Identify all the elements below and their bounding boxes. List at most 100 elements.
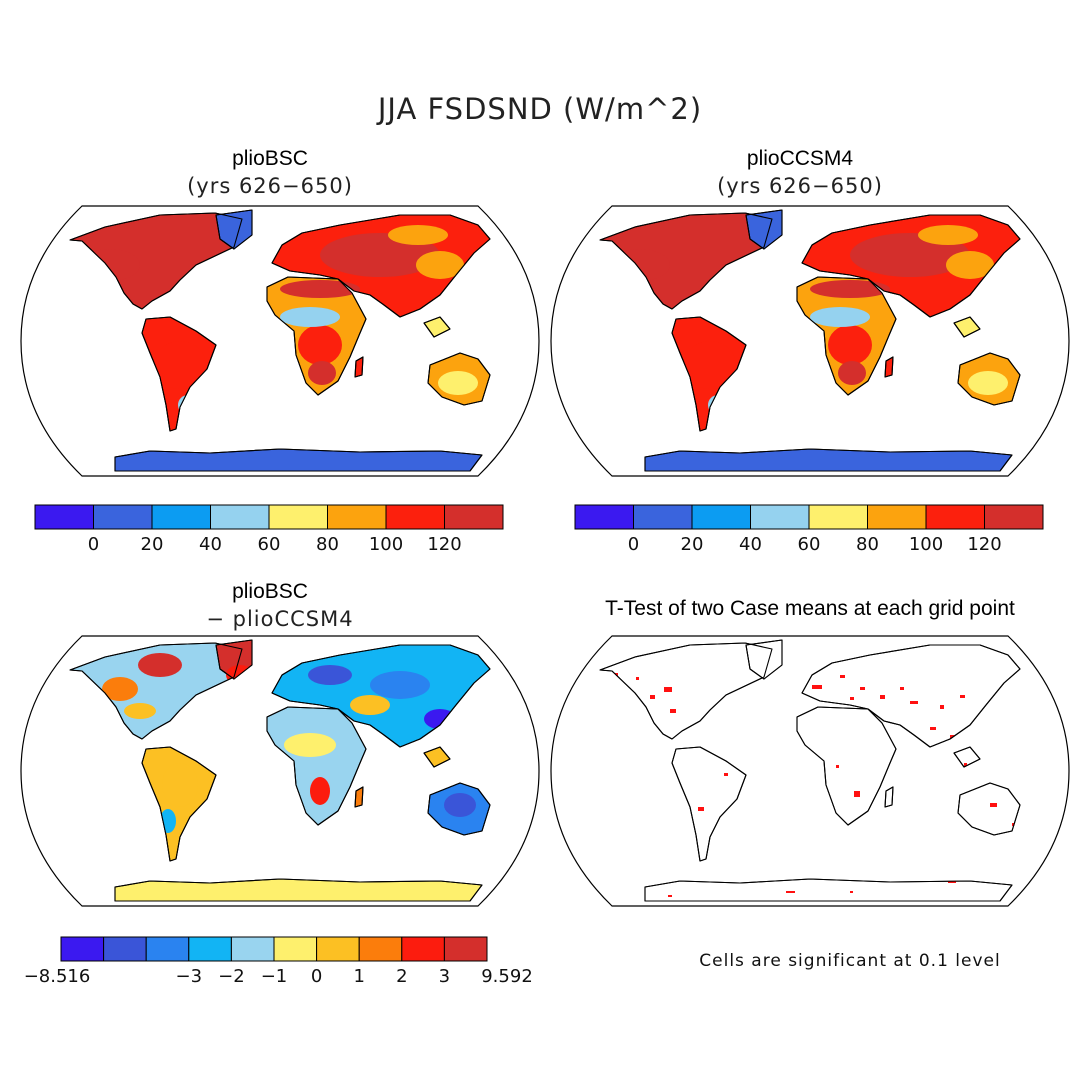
greenland-coastline xyxy=(745,209,783,250)
north-america-coastline xyxy=(69,642,243,740)
colorbar-box xyxy=(984,504,1044,530)
significant-cell xyxy=(990,803,997,807)
field-patch xyxy=(810,280,890,298)
colorbar-tick-label: 100 xyxy=(909,534,943,555)
antarctica-coastline xyxy=(644,878,1013,902)
significant-cell xyxy=(786,891,795,893)
significant-cell xyxy=(950,735,955,738)
colorbar-box xyxy=(103,936,147,962)
significant-cell xyxy=(670,709,676,713)
colorbar-tick-label: −2 xyxy=(218,966,245,987)
colorbar-box xyxy=(925,504,985,530)
panel-3-subtitle: − plioCCSM4 xyxy=(206,607,354,631)
southeast-asia-coastline xyxy=(423,316,451,338)
colorbar-tick-label: 60 xyxy=(258,534,281,555)
field-patch xyxy=(308,361,336,385)
significant-cell xyxy=(840,675,845,678)
significant-cell xyxy=(854,791,860,797)
significant-cell xyxy=(836,765,839,768)
colorbar-box xyxy=(93,504,153,530)
field-patch xyxy=(162,763,198,807)
field-patch xyxy=(684,341,736,389)
colorbar-box xyxy=(210,504,270,530)
colorbar-tick-label: 60 xyxy=(798,534,821,555)
panel-3-title: plioBSC xyxy=(232,580,308,603)
significant-cell xyxy=(960,695,965,698)
map-content xyxy=(21,636,539,906)
australia-coastline xyxy=(427,352,491,406)
significant-cell xyxy=(850,891,853,893)
south-america-coastline xyxy=(141,316,217,432)
colorbar-box xyxy=(60,936,105,962)
colorbar-tick-label: 20 xyxy=(141,534,164,555)
colorbar-box xyxy=(633,504,693,530)
colorbar-tick-label: 3 xyxy=(439,966,450,987)
panel-2-subtitle: (yrs 626−650) xyxy=(717,174,883,198)
significant-cell xyxy=(812,685,822,689)
southeast-asia-coastline xyxy=(423,746,451,768)
southeast-asia-coastline xyxy=(953,746,981,768)
field-patch xyxy=(438,371,478,395)
antarctica-landmass xyxy=(114,448,483,472)
greenland-coastline xyxy=(215,209,253,250)
significant-cell xyxy=(910,701,918,704)
field-overlay xyxy=(80,225,478,415)
colorbar-tick-label: 20 xyxy=(681,534,704,555)
colorbar-tick-label: 2 xyxy=(396,966,407,987)
colorbar-tick-label: 80 xyxy=(316,534,339,555)
field-patch xyxy=(138,653,182,677)
field-patch xyxy=(810,307,870,327)
significant-cell xyxy=(850,697,854,700)
africa-coastline xyxy=(266,276,367,396)
greenland-coastline xyxy=(745,639,783,680)
colorbar-tick-label: 120 xyxy=(427,534,461,555)
colorbar-box xyxy=(385,504,445,530)
map-frame xyxy=(20,635,540,907)
field-patch xyxy=(280,280,360,298)
north-america-coastline xyxy=(599,642,773,740)
africa-coastline xyxy=(796,706,897,826)
colorbar-box xyxy=(574,504,634,530)
field-patch xyxy=(838,361,866,385)
field-patch xyxy=(102,677,138,701)
africa-coastline xyxy=(796,276,897,396)
field-patch xyxy=(416,251,464,279)
colorbar-tick-label: −3 xyxy=(176,966,203,987)
antarctica-landmass xyxy=(644,448,1013,472)
australia-coastline xyxy=(957,352,1021,406)
map-ttest-significance xyxy=(550,635,1070,907)
colorbar-tick-label: 0 xyxy=(88,534,99,555)
antarctica-landmass xyxy=(114,878,483,902)
field-patch xyxy=(310,777,330,805)
colorbar-box xyxy=(867,504,927,530)
field-patch xyxy=(444,793,476,817)
significance-note: Cells are significant at 0.1 level xyxy=(699,951,1001,971)
eurasia-coastline xyxy=(271,214,491,318)
colorbar-tick-label: 40 xyxy=(199,534,222,555)
colorbar-box xyxy=(316,936,360,962)
north-america-coastline xyxy=(69,212,243,310)
map-frame xyxy=(550,635,1070,907)
significant-cell xyxy=(964,763,967,766)
map-pliocccsm4 xyxy=(550,205,1070,477)
madagascar-coastline xyxy=(884,786,894,808)
greenland-coastline xyxy=(215,639,253,680)
map-content xyxy=(21,206,539,476)
antarctica-coastline xyxy=(114,878,483,902)
colorbar-tick-label: 0 xyxy=(628,534,639,555)
colorbar-box xyxy=(145,936,190,962)
colorbar-box xyxy=(151,504,211,530)
map-content xyxy=(551,206,1069,476)
south-america-coastline xyxy=(671,316,747,432)
africa-coastline xyxy=(266,706,367,826)
panel-1-title: plioBSC xyxy=(232,147,308,170)
eurasia-coastline xyxy=(801,644,1021,748)
colorbar-tick-label: −1 xyxy=(261,966,288,987)
field-patch xyxy=(968,371,1008,395)
colorbar-tick-label: −8.516 xyxy=(24,966,91,987)
australia-coastline xyxy=(957,782,1021,836)
colorbar-tick-label: 120 xyxy=(967,534,1001,555)
eurasia-coastline xyxy=(271,644,491,748)
antarctica-landmass xyxy=(644,878,1013,902)
antarctica-coastline xyxy=(644,448,1013,472)
